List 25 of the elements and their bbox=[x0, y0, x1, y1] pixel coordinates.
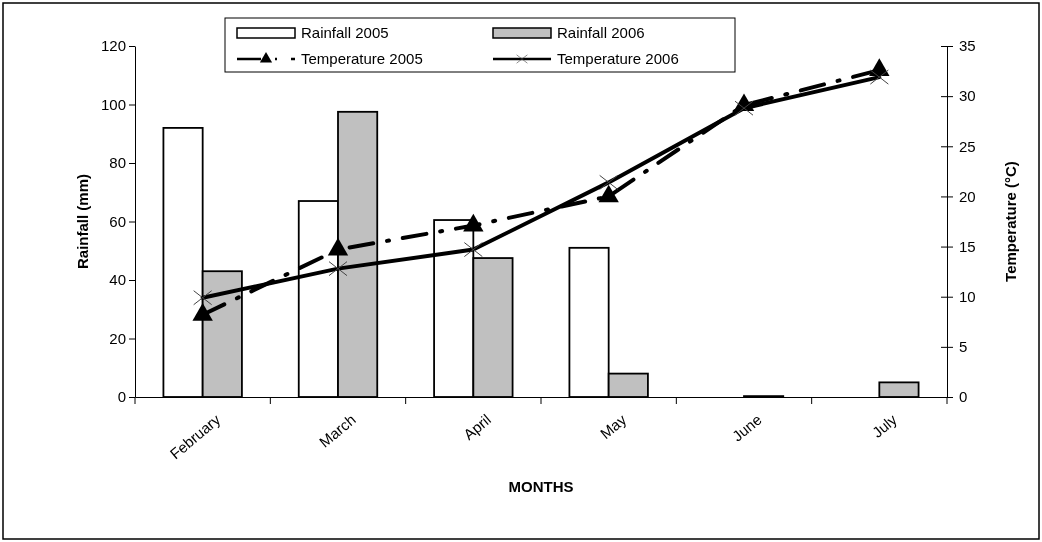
x-tick-label: June bbox=[728, 410, 765, 445]
y-tick-label: 60 bbox=[109, 212, 126, 230]
y2-tick-label: 25 bbox=[959, 137, 976, 155]
y2-tick-label: 10 bbox=[959, 288, 976, 306]
y-tick-label: 120 bbox=[100, 37, 126, 55]
legend-label: Temperature 2005 bbox=[301, 50, 423, 67]
y-axis-title: Rainfall (mm) bbox=[74, 173, 91, 270]
y-tick-label: 40 bbox=[109, 271, 126, 289]
y-tick-label: 0 bbox=[117, 388, 126, 406]
y2-tick-label: 20 bbox=[959, 187, 976, 205]
legend-label: Rainfall 2005 bbox=[301, 24, 389, 41]
y2-tick-label: 30 bbox=[959, 87, 976, 105]
y2-tick-label: 5 bbox=[959, 338, 968, 356]
y-tick-label: 80 bbox=[109, 154, 126, 172]
y2-tick-label: 0 bbox=[959, 388, 968, 406]
y2-tick-label: 35 bbox=[959, 37, 976, 55]
x-tick-label: May bbox=[596, 410, 630, 442]
x-tick-label: July bbox=[868, 410, 901, 441]
x-axis-title: MONTHS bbox=[508, 478, 574, 495]
y-tick-label: 20 bbox=[109, 329, 126, 347]
legend-label: Rainfall 2006 bbox=[557, 24, 645, 41]
y2-axis-title: Temperature (°C) bbox=[1002, 161, 1019, 282]
y-tick-label: 100 bbox=[100, 95, 126, 113]
y2-tick-label: 15 bbox=[959, 237, 976, 255]
legend-label: Temperature 2006 bbox=[557, 50, 679, 67]
